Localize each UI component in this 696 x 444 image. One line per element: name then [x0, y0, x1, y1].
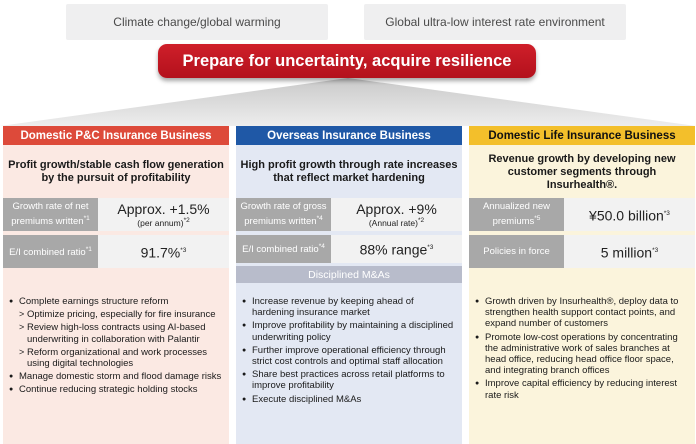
context-box-left: Climate change/global warming	[66, 4, 328, 40]
initiative-list: Growth driven by Insurhealth®, deploy da…	[475, 296, 689, 403]
column-title: Overseas Insurance Business	[236, 126, 462, 145]
list-item: Increase revenue by keeping ahead of har…	[242, 296, 456, 318]
list-item: Execute disciplined M&As	[242, 394, 456, 405]
pyramid-connector	[0, 78, 696, 126]
metric-label: E/I combined ratio*4	[236, 235, 331, 263]
disciplined-ma-bar: Disciplined M&As	[236, 266, 462, 283]
column-overseas: Overseas Insurance Business High profit …	[236, 126, 462, 444]
metric-row: Annualized new premiums*5 ¥50.0 billion*…	[469, 198, 695, 231]
metric-value: ¥50.0 billion*3	[564, 198, 695, 231]
metric-value: 91.7%*3	[98, 235, 229, 268]
list-item: Continue reducing strategic holding stoc…	[9, 384, 223, 395]
list-item: Manage domestic storm and flood damage r…	[9, 371, 223, 382]
metric-row: Growth rate of net premiums written*1 Ap…	[3, 198, 229, 231]
metric-value: Approx. +9% (Annual rate)*2	[331, 198, 462, 231]
column-domestic-life: Domestic Life Insurance Business Revenue…	[469, 126, 695, 444]
list-item: Promote low-cost operations by concentra…	[475, 332, 689, 377]
metric-label: E/I combined ratio*1	[3, 235, 98, 268]
metric-row: Growth rate of gross premiums written*4 …	[236, 198, 462, 231]
metric-label: Annualized new premiums*5	[469, 198, 564, 231]
metric-value: 88% range*3	[331, 235, 462, 263]
list-item: Improve profitability by maintaining a d…	[242, 320, 456, 342]
context-box-right: Global ultra-low interest rate environme…	[364, 4, 626, 40]
list-item: Reform organizational and work processes…	[9, 347, 223, 369]
metric-row: E/I combined ratio*1 91.7%*3	[3, 235, 229, 268]
list-item: Share best practices across retail platf…	[242, 369, 456, 391]
metric-row: Policies in force 5 million*3	[469, 235, 695, 268]
initiative-list: Increase revenue by keeping ahead of har…	[242, 296, 456, 407]
strategy-banner: Prepare for uncertainty, acquire resilie…	[158, 44, 536, 78]
metric-value: Approx. +1.5% (per annum)*2	[98, 198, 229, 231]
metric-label: Growth rate of gross premiums written*4	[236, 198, 331, 231]
metric-row: E/I combined ratio*4 88% range*3	[236, 235, 462, 263]
list-item: Optimize pricing, especially for fire in…	[9, 309, 223, 320]
metric-label: Growth rate of net premiums written*1	[3, 198, 98, 231]
column-summary: Revenue growth by developing new custome…	[488, 152, 676, 191]
list-item: Improve capital efficiency by reducing i…	[475, 378, 689, 400]
column-summary: Profit growth/stable cash flow generatio…	[8, 159, 224, 184]
list-item: Growth driven by Insurhealth®, deploy da…	[475, 296, 689, 330]
list-item: Further improve operational efficiency t…	[242, 345, 456, 367]
column-summary: High profit growth through rate increase…	[240, 159, 458, 184]
column-title: Domestic P&C Insurance Business	[3, 126, 229, 145]
metric-label: Policies in force	[469, 235, 564, 268]
list-item: Review high-loss contracts using AI-base…	[9, 322, 223, 344]
initiative-list: Complete earnings structure reform Optim…	[9, 296, 223, 398]
column-domestic-pc: Domestic P&C Insurance Business Profit g…	[3, 126, 229, 444]
column-title: Domestic Life Insurance Business	[469, 126, 695, 145]
metric-value: 5 million*3	[564, 235, 695, 268]
list-item: Complete earnings structure reform	[9, 296, 223, 307]
